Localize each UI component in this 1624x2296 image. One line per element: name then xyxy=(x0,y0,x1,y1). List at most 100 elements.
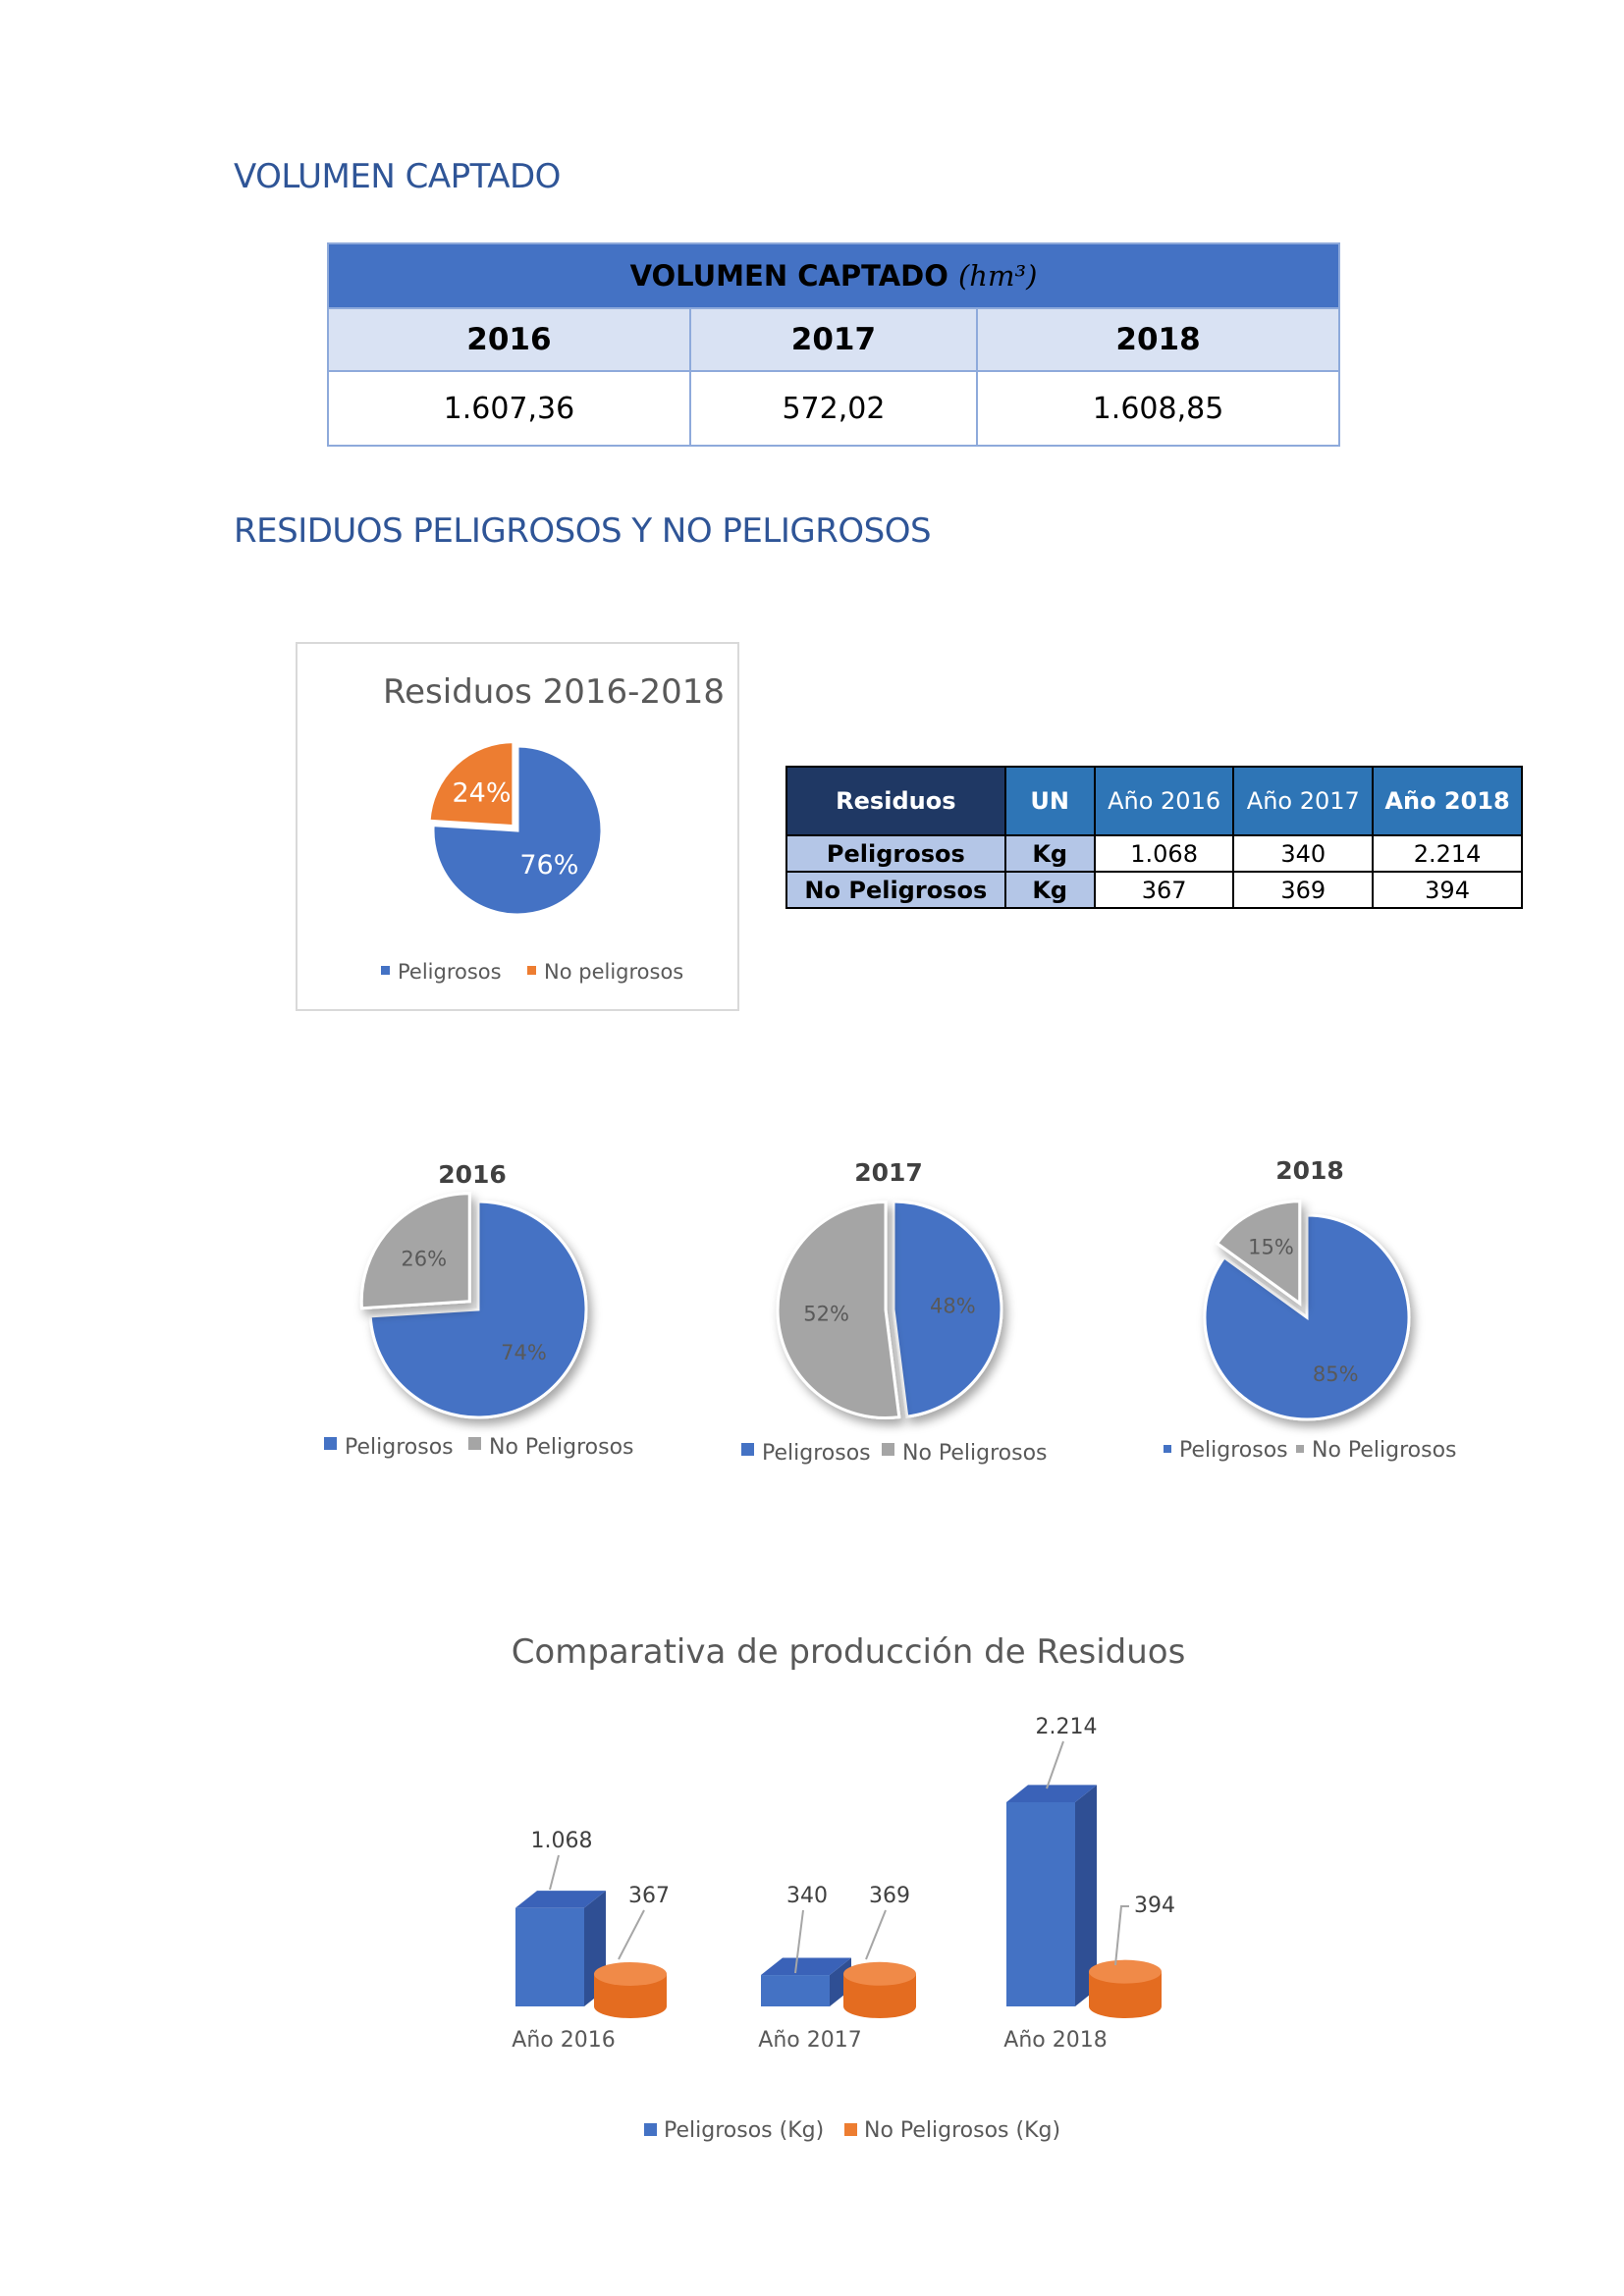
pie-data-label: 24% xyxy=(453,778,512,809)
cylinder-top xyxy=(594,1961,667,1986)
pie-data-label: 74% xyxy=(501,1341,547,1364)
residuos-cell: 1.068 xyxy=(1093,834,1235,873)
pie-data-label: 15% xyxy=(1248,1236,1294,1259)
bar-front xyxy=(515,1907,584,2006)
legend-swatch xyxy=(324,1437,337,1450)
pie-title: Residuos 2016-2018 xyxy=(383,672,725,712)
residuos-header-un: UN xyxy=(1003,766,1096,836)
category-label: Año 2016 xyxy=(512,2028,615,2053)
pie-chart-2017: 2017 48% 52% Peligrosos No Peligrosos xyxy=(741,1158,1048,1466)
volumen-table-unit: (hm³) xyxy=(957,259,1038,293)
pie-slice xyxy=(1203,1213,1411,1421)
volumen-table: VOLUMEN CAPTADO (hm³) 2016 2017 2018 1.6… xyxy=(327,242,1340,447)
bar-top xyxy=(1006,1785,1097,1802)
cylinder-body xyxy=(1089,1971,1162,2018)
residuos-header-2017: Año 2017 xyxy=(1232,766,1375,836)
section-heading-volumen: VOLUMEN CAPTADO xyxy=(234,157,561,196)
legend-label: No Peligrosos (Kg) xyxy=(864,2118,1060,2143)
legend-label: No Peligrosos xyxy=(489,1435,634,1460)
pie-data-label: 26% xyxy=(401,1247,447,1270)
leader-line xyxy=(1046,1740,1064,1789)
residuos-cell: 2.214 xyxy=(1372,834,1523,873)
volumen-value-2017: 572,02 xyxy=(688,370,979,447)
bar-top xyxy=(761,1957,851,1976)
residuos-row-label: No Peligrosos xyxy=(785,871,1006,909)
volumen-year-2016: 2016 xyxy=(327,307,691,372)
volumen-value-2018: 1.608,85 xyxy=(976,370,1340,447)
pie-chart-2018: 2018 85% 15% Peligrosos No Peligrosos xyxy=(1164,1156,1457,1463)
residuos-cell: 367 xyxy=(1093,871,1235,909)
legend-label: No Peligrosos xyxy=(902,1441,1048,1466)
residuos-header-2018: Año 2018 xyxy=(1372,766,1523,836)
legend-label: Peligrosos xyxy=(1179,1438,1288,1463)
legend-swatch xyxy=(468,1437,481,1450)
legend-swatch xyxy=(882,1443,894,1456)
legend-label: Peligrosos xyxy=(762,1441,871,1466)
legend-swatch xyxy=(741,1443,754,1456)
bar-data-label: 394 xyxy=(1134,1894,1175,1918)
legend-label: No Peligrosos xyxy=(1312,1438,1457,1463)
legend-swatch xyxy=(1296,1445,1304,1453)
pie-slice xyxy=(776,1200,901,1419)
bar-chart-comparativa: Comparativa de producción de Residuos 1.… xyxy=(512,1632,1186,2143)
residuos-row-unit: Kg xyxy=(1003,871,1096,909)
pie-slice xyxy=(359,1192,471,1310)
pie-title: 2018 xyxy=(1275,1156,1344,1185)
bar-front xyxy=(1006,1802,1075,2006)
pie-chart-residuos-total: Residuos 2016-2018 76% 24% Peligrosos No pe… xyxy=(381,672,725,984)
cylinder-body xyxy=(594,1973,667,2018)
leader-line xyxy=(1114,1905,1129,1966)
legend-label: Peligrosos (Kg) xyxy=(664,2118,824,2143)
cylinder-body xyxy=(843,1973,916,2018)
pie-data-label: 48% xyxy=(930,1295,976,1318)
pie-slice xyxy=(892,1200,1003,1418)
residuos-table: Residuos UN Año 2016 Año 2017 Año 2018 P… xyxy=(785,766,1523,909)
bar-chart-title: Comparativa de producción de Residuos xyxy=(512,1632,1186,1672)
leader-line xyxy=(865,1909,887,1960)
cylinder-top xyxy=(843,1961,916,1986)
legend-swatch xyxy=(644,2123,657,2136)
residuos-cell: 394 xyxy=(1372,871,1523,909)
bar-data-label: 340 xyxy=(786,1884,828,1908)
residuos-cell: 340 xyxy=(1232,834,1375,873)
pie-slice xyxy=(1215,1200,1302,1307)
category-label: Año 2017 xyxy=(758,2028,861,2053)
residuos-row-label: Peligrosos xyxy=(785,834,1006,873)
bar-data-label: 2.214 xyxy=(1036,1715,1098,1739)
leader-line xyxy=(549,1854,560,1891)
volumen-table-title-text: VOLUMEN CAPTADO xyxy=(629,259,948,293)
legend-swatch xyxy=(844,2123,857,2136)
pie-chart-frame xyxy=(296,642,739,1011)
residuos-header-2016: Año 2016 xyxy=(1093,766,1235,836)
bar-top xyxy=(515,1891,606,1908)
bar-data-label: 1.068 xyxy=(531,1829,593,1853)
legend-swatch xyxy=(1164,1445,1171,1453)
volumen-year-2017: 2017 xyxy=(688,307,979,372)
bar-side xyxy=(1075,1785,1097,2006)
legend-swatch xyxy=(527,966,536,975)
pie-slice xyxy=(368,1200,588,1419)
volumen-value-2016: 1.607,36 xyxy=(327,370,691,447)
section-heading-residuos: RESIDUOS PELIGROSOS Y NO PELIGROSOS xyxy=(234,511,932,551)
pie-data-label: 52% xyxy=(803,1303,849,1326)
volumen-year-2018: 2018 xyxy=(976,307,1340,372)
bar-data-label: 367 xyxy=(628,1884,670,1908)
pie-chart-2016: 2016 74% 26% Peligrosos No Peligrosos xyxy=(324,1160,634,1460)
legend-swatch xyxy=(381,966,390,975)
bar-data-label: 369 xyxy=(869,1884,910,1908)
volumen-table-title: VOLUMEN CAPTADO (hm³) xyxy=(327,242,1340,309)
leader-line xyxy=(618,1909,645,1960)
pie-data-label: 76% xyxy=(519,850,578,881)
residuos-cell: 369 xyxy=(1232,871,1375,909)
residuos-row-unit: Kg xyxy=(1003,834,1096,873)
pie-slice xyxy=(431,744,604,917)
category-label: Año 2018 xyxy=(1003,2028,1107,2053)
pie-data-label: 85% xyxy=(1313,1362,1359,1386)
leader-line xyxy=(794,1909,804,1974)
legend-label: Peligrosos xyxy=(398,960,502,984)
pie-title: 2017 xyxy=(854,1158,923,1187)
pie-slice xyxy=(427,740,515,828)
residuos-header-residuos: Residuos xyxy=(785,766,1006,836)
bar-front xyxy=(761,1975,830,2006)
